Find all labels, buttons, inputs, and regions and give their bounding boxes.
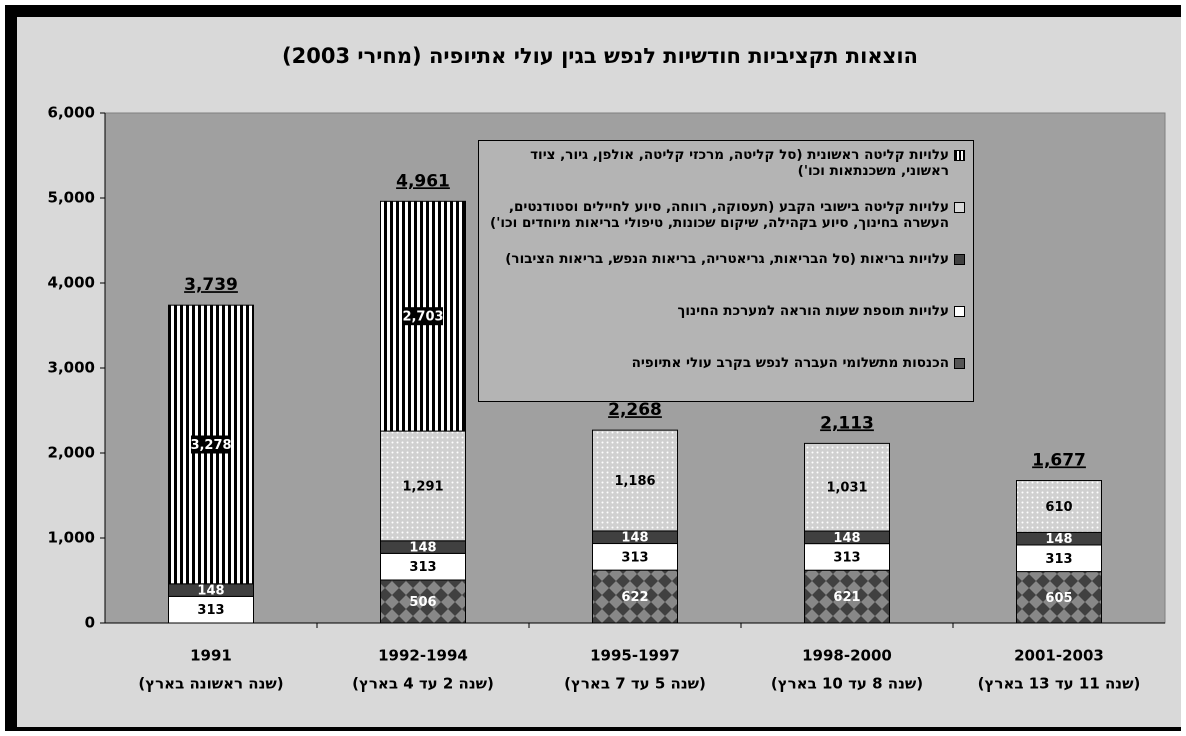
bar-segment <box>592 543 678 571</box>
legend-label: עלויות בריאות (סל הבריאות, גריאטריה, ברי… <box>505 251 949 267</box>
x-tick-label: 1995-1997 <box>590 647 680 665</box>
total-label: 2,113 <box>820 413 874 433</box>
legend-swatch <box>954 150 965 161</box>
legend-item: עלויות קליטה ראשונית (סל קליטה, מרכזי קל… <box>487 147 965 199</box>
total-label: 1,677 <box>1032 450 1086 470</box>
x-tick-sublabel: (שנה 2 עד 4 בארץ) <box>352 675 494 693</box>
y-tick-label: 5,000 <box>48 189 95 207</box>
x-tick-sublabel: (שנה ראשונה בארץ) <box>138 675 283 693</box>
x-tick-label: 1991 <box>190 647 232 665</box>
data-label: 313 <box>833 550 860 565</box>
bar-segment <box>1016 571 1102 624</box>
y-tick-label: 4,000 <box>48 274 95 292</box>
data-label: 622 <box>621 590 648 605</box>
legend-label: עלויות קליטה ראשונית (סל קליטה, מרכזי קל… <box>530 147 949 179</box>
bar-segment <box>804 442 890 532</box>
legend-label: עלויות קליטה בישובי הקבע (תעסוקה, רווחה,… <box>490 199 949 231</box>
y-tick-label: 0 <box>85 614 95 632</box>
label-box <box>191 435 231 454</box>
legend-swatch <box>954 254 965 265</box>
data-label: 313 <box>621 550 648 565</box>
legend-item: הכנסות מתשלומי העברה לנפש בקרב עולי אתיו… <box>487 355 965 407</box>
bar-segment <box>592 429 678 532</box>
x-tick-label: 1998-2000 <box>802 647 892 665</box>
legend-label: הכנסות מתשלומי העברה לנפש בקרב עולי אתיו… <box>631 355 949 371</box>
data-label: 313 <box>1045 552 1072 567</box>
data-label: 605 <box>1045 591 1072 606</box>
y-tick-label: 3,000 <box>48 359 95 377</box>
legend: עלויות קליטה ראשונית (סל קליטה, מרכזי קל… <box>478 140 974 402</box>
total-label: 4,961 <box>396 171 450 191</box>
legend-swatch <box>954 358 965 369</box>
legend-swatch <box>954 306 965 317</box>
legend-item: עלויות קליטה בישובי הקבע (תעסוקה, רווחה,… <box>487 199 965 251</box>
data-label: 506 <box>409 595 436 610</box>
legend-label: עלויות תוספת שעות הוראה למערכת החינוך <box>677 303 949 319</box>
data-label: 148 <box>409 541 436 556</box>
total-label: 2,268 <box>608 400 662 420</box>
y-tick-label: 6,000 <box>48 104 95 122</box>
total-label: 3,739 <box>184 275 238 295</box>
data-label: 1,291 <box>402 479 443 494</box>
bar-segment <box>380 430 466 542</box>
data-label: 313 <box>409 560 436 575</box>
data-label: 313 <box>197 603 224 618</box>
data-label: 148 <box>833 531 860 546</box>
x-tick-sublabel: (שנה 5 עד 7 בארץ) <box>564 675 706 693</box>
data-label: 2,703 <box>402 310 443 325</box>
legend-item: עלויות תוספת שעות הוראה למערכת החינוך <box>487 303 965 355</box>
data-label: 1,031 <box>826 481 867 496</box>
data-label: 148 <box>1045 532 1072 547</box>
bar-segment <box>804 543 890 571</box>
data-label: 148 <box>621 531 648 546</box>
chart-title: הוצאות תקציביות חודשיות לנפש בגין עולי א… <box>282 44 918 68</box>
label-box <box>403 307 443 326</box>
bar-segment <box>1016 544 1102 573</box>
x-tick-label: 2001-2003 <box>1014 647 1104 665</box>
data-label: 1,186 <box>614 474 655 489</box>
data-label: 621 <box>833 590 860 605</box>
x-tick-label: 1992-1994 <box>378 647 468 665</box>
legend-swatch <box>954 202 965 213</box>
bar-segment <box>1016 480 1102 533</box>
data-label: 610 <box>1045 500 1072 515</box>
y-tick-label: 2,000 <box>48 444 95 462</box>
y-tick-label: 1,000 <box>48 529 95 547</box>
data-label: 148 <box>197 584 224 599</box>
x-tick-sublabel: (שנה 11 עד 13 בארץ) <box>978 675 1141 693</box>
x-tick-sublabel: (שנה 8 עד 10 בארץ) <box>771 675 923 693</box>
bar-segment <box>168 595 254 624</box>
data-label: 3,278 <box>190 438 231 453</box>
legend-item: עלויות בריאות (סל הבריאות, גריאטריה, ברי… <box>487 251 965 303</box>
